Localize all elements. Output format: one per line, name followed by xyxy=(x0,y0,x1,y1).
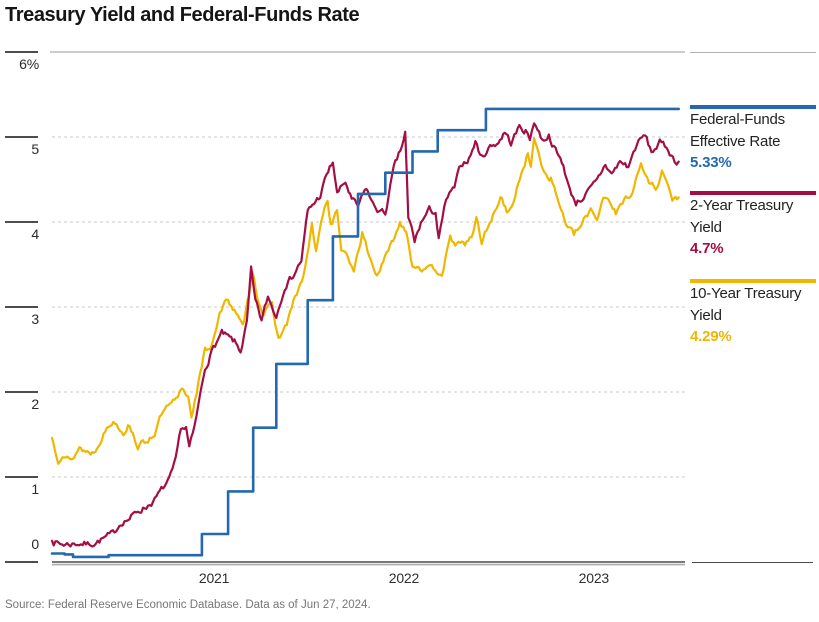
legend: Federal-Funds Effective Rate 5.33% 2-Year T… xyxy=(690,0,818,622)
legend-value: 4.29% xyxy=(690,328,732,345)
y-axis-label-2: 2 xyxy=(31,396,39,412)
y-axis-label-1: 1 xyxy=(31,481,39,497)
legend-bottom-rule xyxy=(692,562,813,563)
fed-funds-line xyxy=(50,107,680,559)
legend-label: Yield xyxy=(690,218,722,236)
two-year-line xyxy=(50,122,680,548)
legend-top-rule xyxy=(690,52,816,53)
y-axis-label-4: 4 xyxy=(31,226,39,242)
legend-swatch xyxy=(690,191,816,195)
legend-item-federal-funds-effective-rate: Federal-Funds Effective Rate 5.33% xyxy=(690,105,818,174)
y-axis-label-6%: 6% xyxy=(19,56,39,72)
legend-value: 5.33% xyxy=(690,154,732,171)
legend-label: 2-Year Treasury xyxy=(690,197,794,214)
legend-swatch xyxy=(690,279,816,283)
ten-year-line xyxy=(50,137,680,465)
x-axis-label-2022: 2022 xyxy=(388,570,420,586)
source-note: Source: Federal Reserve Economic Databas… xyxy=(5,599,371,611)
legend-swatch xyxy=(690,105,816,109)
y-axis-label-0: 0 xyxy=(31,536,39,552)
legend-label: Federal-Funds xyxy=(690,111,785,128)
page-title: Treasury Yield and Federal-Funds Rate xyxy=(5,4,360,26)
x-axis-label-2023: 2023 xyxy=(578,570,610,586)
y-axis-label-3: 3 xyxy=(31,311,39,327)
x-axis-label-2021: 2021 xyxy=(198,570,230,586)
y-axis-label-5: 5 xyxy=(31,141,39,157)
legend-label: Effective Rate xyxy=(690,132,781,150)
legend-label: 10-Year Treasury xyxy=(690,285,802,302)
legend-item-10-year-treasury-yield: 10-Year Treasury Yield 4.29% xyxy=(690,279,818,348)
legend-label: Yield xyxy=(690,306,722,324)
legend-value: 4.7% xyxy=(690,240,724,257)
legend-item-2-year-treasury-yield: 2-Year Treasury Yield 4.7% xyxy=(690,191,818,260)
